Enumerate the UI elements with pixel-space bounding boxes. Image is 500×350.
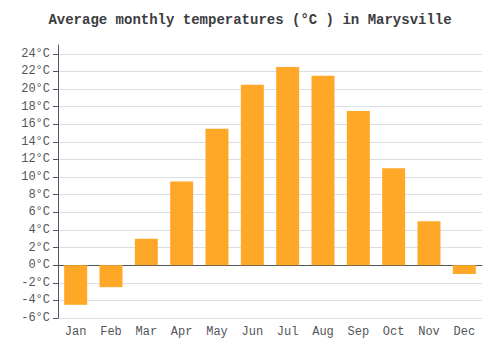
svg-text:Feb: Feb [100,325,122,339]
svg-text:18°C: 18°C [21,100,50,114]
svg-text:Sep: Sep [348,325,370,339]
svg-text:Average monthly temperatures (: Average monthly temperatures (°C ) in Ma… [48,12,451,28]
svg-text:Nov: Nov [418,325,440,339]
svg-text:2°C: 2°C [28,241,50,255]
svg-text:24°C: 24°C [21,47,50,61]
svg-text:4°C: 4°C [28,223,50,237]
svg-text:Jul: Jul [277,325,299,339]
svg-text:May: May [206,325,228,339]
svg-text:8°C: 8°C [28,188,50,202]
svg-text:Oct: Oct [383,325,405,339]
svg-text:Mar: Mar [136,325,158,339]
svg-text:20°C: 20°C [21,82,50,96]
svg-text:6°C: 6°C [28,205,50,219]
svg-text:Jun: Jun [242,325,264,339]
svg-text:0°C: 0°C [28,258,50,272]
svg-text:16°C: 16°C [21,117,50,131]
svg-text:22°C: 22°C [21,64,50,78]
svg-text:10°C: 10°C [21,170,50,184]
svg-text:-2°C: -2°C [21,276,50,290]
svg-text:-6°C: -6°C [21,311,50,325]
svg-text:-4°C: -4°C [21,293,50,307]
svg-text:14°C: 14°C [21,135,50,149]
svg-text:Jan: Jan [65,325,87,339]
svg-text:Dec: Dec [454,325,476,339]
svg-text:Aug: Aug [312,325,334,339]
svg-text:12°C: 12°C [21,152,50,166]
svg-text:Apr: Apr [171,325,193,339]
